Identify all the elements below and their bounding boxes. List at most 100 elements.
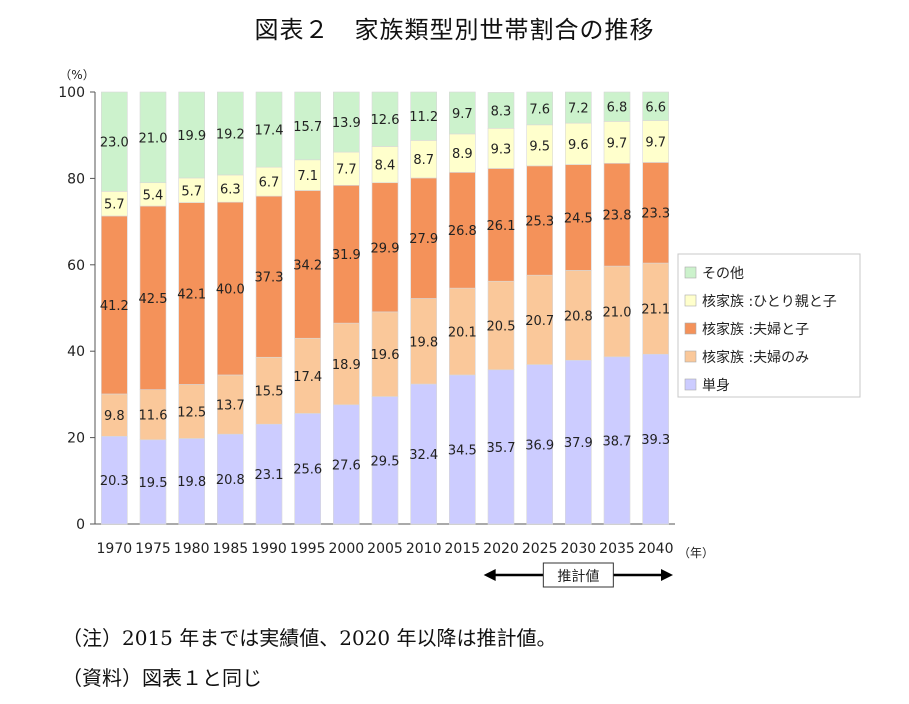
data-label: 20.8 <box>216 473 245 488</box>
x-axis-unit: （年） <box>678 546 714 560</box>
projection-arrow-left-head <box>483 569 496 581</box>
data-label: 8.9 <box>452 147 473 162</box>
data-label: 8.4 <box>375 159 396 174</box>
data-label: 20.7 <box>525 314 554 329</box>
data-label: 19.5 <box>139 476 168 491</box>
data-label: 7.2 <box>568 102 589 117</box>
x-tick-label: 2025 <box>522 541 558 557</box>
bar-segment <box>642 353 669 525</box>
data-label: 38.7 <box>603 434 632 449</box>
bar-segment <box>139 205 167 390</box>
bar-segment <box>101 215 128 395</box>
data-label: 6.6 <box>645 100 666 115</box>
bar-segment <box>294 91 321 161</box>
bar-segment <box>449 133 476 173</box>
bar-segment <box>217 433 244 525</box>
data-label: 7.7 <box>336 163 357 178</box>
bar-segment <box>603 162 631 267</box>
bar-segment <box>487 168 515 282</box>
y-tick-label: 0 <box>76 517 85 533</box>
data-label: 20.3 <box>100 474 129 489</box>
data-label: 35.7 <box>487 441 516 456</box>
bar-segment <box>255 423 283 525</box>
x-tick-label: 1990 <box>251 541 287 557</box>
bar-segment <box>565 270 592 361</box>
bar-segment <box>603 91 631 122</box>
legend-label: その他 <box>702 266 744 282</box>
bar-segment <box>565 122 592 165</box>
bar-segment <box>410 383 437 525</box>
legend-swatch <box>684 350 697 363</box>
bar-segment <box>526 124 553 167</box>
bar-segment <box>526 165 553 276</box>
bar-segment <box>410 298 437 385</box>
data-label: 21.1 <box>641 303 670 318</box>
data-label: 42.5 <box>139 292 168 307</box>
bar-segment <box>294 413 321 525</box>
data-label: 12.5 <box>177 405 206 420</box>
data-label: 9.7 <box>645 135 666 150</box>
projection-label: 推計値 <box>557 569 599 585</box>
data-label: 17.4 <box>293 370 322 385</box>
bar-segment <box>410 177 437 299</box>
x-tick-label: 2030 <box>561 541 597 557</box>
data-label: 19.9 <box>177 129 206 144</box>
data-label: 12.6 <box>371 113 400 128</box>
data-label: 19.6 <box>371 348 400 363</box>
y-tick-label: 100 <box>58 85 85 101</box>
legend-label: 核家族 :ひとり親と子 <box>702 293 837 310</box>
bar-segment <box>487 127 515 169</box>
data-label: 23.1 <box>255 468 284 483</box>
data-label: 26.1 <box>487 219 516 234</box>
bar-segment <box>294 190 321 339</box>
legend-label: 核家族 :夫婦のみ <box>702 349 809 366</box>
footnote-source: （資料）図表１と同じ <box>62 666 262 690</box>
data-label: 19.8 <box>409 335 438 350</box>
x-tick-label: 1985 <box>213 541 249 557</box>
data-label: 20.5 <box>487 319 516 334</box>
data-label: 36.9 <box>525 438 554 453</box>
data-label: 9.3 <box>491 142 512 157</box>
y-tick-label: 60 <box>67 258 85 274</box>
bar-segment <box>333 185 360 324</box>
legend-swatch <box>684 378 697 391</box>
data-label: 39.3 <box>641 433 670 448</box>
legend-box <box>677 253 861 398</box>
data-label: 11.2 <box>409 110 438 125</box>
x-tick-label: 1995 <box>290 541 326 557</box>
bar-segment <box>526 364 553 525</box>
data-label: 20.8 <box>564 309 593 324</box>
data-label: 23.8 <box>603 209 632 224</box>
data-label: 25.3 <box>525 215 554 230</box>
bar-segment <box>449 287 476 376</box>
data-label: 5.7 <box>181 184 202 199</box>
data-label: 5.7 <box>104 198 125 213</box>
bar-segment <box>603 356 631 525</box>
footnote-projection: （注）2015 年までは実績値、2020 年以降は推計値。 <box>62 626 557 650</box>
bar-segment <box>217 91 244 176</box>
bar-segment <box>217 374 244 435</box>
x-tick-label: 1975 <box>135 541 171 557</box>
data-label: 11.6 <box>139 409 168 424</box>
projection-arrow-right-head <box>661 569 673 581</box>
bar-segment <box>255 91 283 168</box>
data-label: 6.7 <box>259 176 280 191</box>
x-tick-label: 2020 <box>483 541 519 557</box>
bar-segment <box>487 369 515 525</box>
legend-swatch <box>684 322 697 335</box>
data-label: 21.0 <box>139 131 168 146</box>
y-axis-unit: （%） <box>59 68 94 82</box>
data-label: 19.8 <box>177 475 206 490</box>
data-label: 37.9 <box>564 436 593 451</box>
data-label: 34.2 <box>293 258 322 273</box>
x-tick-label: 1980 <box>174 541 210 557</box>
y-tick-label: 80 <box>67 171 85 187</box>
data-label: 20.1 <box>448 326 477 341</box>
data-label: 9.6 <box>568 138 589 153</box>
bar-segment <box>294 159 321 191</box>
bar-segment <box>178 438 205 525</box>
legend-swatch <box>684 266 697 279</box>
data-label: 9.5 <box>529 139 550 154</box>
bar-segment <box>101 91 128 192</box>
